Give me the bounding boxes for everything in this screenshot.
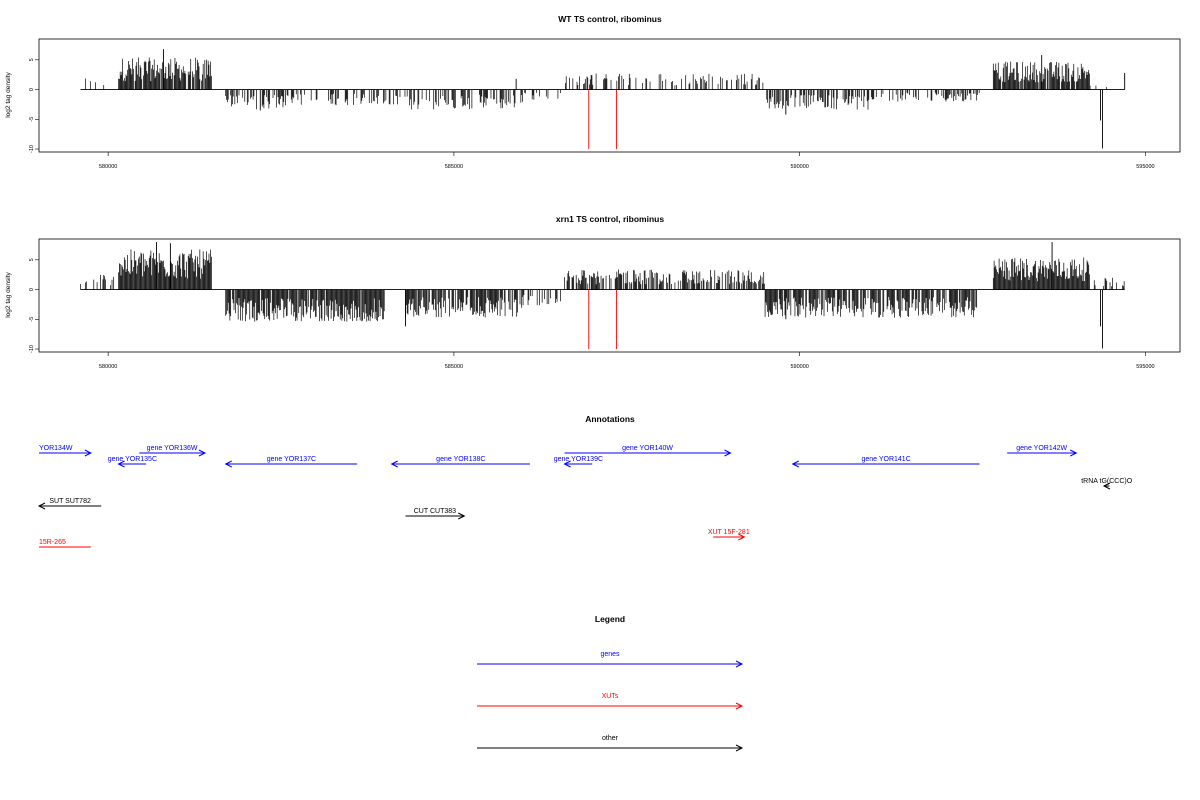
x-tick-label: 580000 — [99, 364, 117, 370]
arrow-head — [735, 744, 744, 752]
legend-label: XUTs — [602, 693, 619, 700]
legend-items: genes XUTs other — [477, 651, 744, 752]
plot-area: 580000 585000 590000 595000 -10 -5 0 5 — [29, 241, 1155, 370]
plot-area: 580000 585000 590000 595000 -10 -5 0 5 — [29, 49, 1155, 170]
x-tick-label: 585000 — [445, 164, 463, 170]
annotation-label: gene YOR138C — [436, 456, 485, 463]
x-tick-label: 590000 — [790, 364, 808, 370]
annotation-feature: gene YOR138C — [390, 456, 530, 468]
panel-title: xrn1 TS control, ribominus — [556, 214, 664, 224]
arrow-head — [37, 502, 46, 510]
x-tick-label: 580000 — [99, 164, 117, 170]
annotation-label: CUT CUT383 — [414, 508, 456, 515]
annotation-label: gene YOR136W — [147, 445, 198, 452]
x-tick-label: 585000 — [445, 364, 463, 370]
annotation-feature: gene YOR140W — [564, 445, 732, 457]
arrow-head — [724, 449, 732, 457]
annotation-label: gene YOR139C — [554, 456, 603, 463]
annotation-feature: XUT 15F-281 — [708, 529, 750, 541]
arrow-head — [458, 512, 466, 520]
annotation-label: gene YOR140W — [622, 445, 673, 452]
y-axis-label: log2 tag density — [5, 71, 12, 117]
legend-item: other — [477, 735, 744, 752]
arrow-head — [791, 460, 799, 468]
annotation-label: gene YOR142W — [1016, 445, 1067, 452]
arrow-head — [1070, 449, 1078, 457]
y-tick-label: -10 — [29, 345, 35, 353]
legend-item: XUTs — [477, 693, 744, 710]
panel-wt: WT TS control, ribominus log2 tag densit… — [5, 14, 1181, 170]
annotation-label: XUT 15F-281 — [708, 529, 750, 536]
annotation-feature: CUT CUT383 — [405, 508, 466, 520]
legend-section: Legend genes XUTs other — [477, 614, 744, 752]
annotation-feature: gene YOR137C — [224, 456, 358, 468]
y-tick-label: -5 — [29, 117, 35, 122]
y-tick-label: 5 — [29, 58, 35, 61]
annotation-label: YOR134W — [39, 445, 73, 452]
arrow-head — [117, 460, 125, 468]
annotation-feature: gene YOR141C — [791, 456, 980, 468]
annotation-feature: gene YOR135C — [108, 456, 157, 468]
arrow-head — [563, 460, 571, 468]
x-tick-label: 595000 — [1136, 364, 1154, 370]
annotation-label: tRNA tG(CCC)O — [1081, 478, 1133, 485]
y-axis-label: log2 tag density — [5, 271, 12, 317]
y-tick-label: 0 — [29, 88, 35, 91]
x-tick-label: 590000 — [790, 164, 808, 170]
panel-xrn1: xrn1 TS control, ribominus log2 tag dens… — [5, 214, 1181, 370]
arrow-head — [84, 449, 92, 457]
annotation-tracks: YOR134W gene YOR135C gene YOR136W gene YOR1… — [37, 445, 1133, 548]
annotations-section: Annotations YOR134W gene YOR135C gene YOR1… — [37, 414, 1133, 548]
arrow-head — [735, 660, 744, 668]
plot-frame — [38, 238, 1181, 353]
annotation-label: 15R-265 — [39, 539, 66, 546]
annotation-feature: gene YOR136W — [139, 445, 207, 457]
y-tick-label: 5 — [29, 258, 35, 261]
plot-frame — [38, 38, 1181, 153]
arrow-head — [735, 702, 744, 710]
annotation-label: gene YOR141C — [861, 456, 910, 463]
annotation-label: SUT SUT782 — [49, 498, 91, 505]
annotation-feature: YOR134W — [39, 445, 92, 457]
annotation-label: gene YOR137C — [267, 456, 316, 463]
panel-title: WT TS control, ribominus — [558, 14, 662, 24]
x-tick-label: 595000 — [1136, 164, 1154, 170]
legend-label: genes — [600, 651, 620, 658]
arrow-head — [224, 460, 232, 468]
arrow-head — [1102, 482, 1111, 490]
arrow-head — [198, 449, 207, 457]
legend-title: Legend — [595, 614, 625, 624]
annotation-feature: 15R-265 — [39, 539, 91, 548]
annotation-feature: SUT SUT782 — [37, 498, 102, 510]
arrow-head — [738, 533, 746, 541]
annotations-title: Annotations — [585, 414, 635, 424]
arrow-head — [390, 460, 398, 468]
annotation-feature: gene YOR139C — [554, 456, 603, 468]
legend-label: other — [602, 735, 619, 742]
annotation-feature: tRNA tG(CCC)O — [1081, 478, 1133, 490]
y-tick-label: 0 — [29, 288, 35, 291]
y-tick-label: -5 — [29, 317, 35, 322]
annotation-label: gene YOR135C — [108, 456, 157, 463]
annotation-feature: gene YOR142W — [1007, 445, 1078, 457]
legend-item: genes — [477, 651, 744, 668]
y-tick-label: -10 — [29, 145, 35, 153]
